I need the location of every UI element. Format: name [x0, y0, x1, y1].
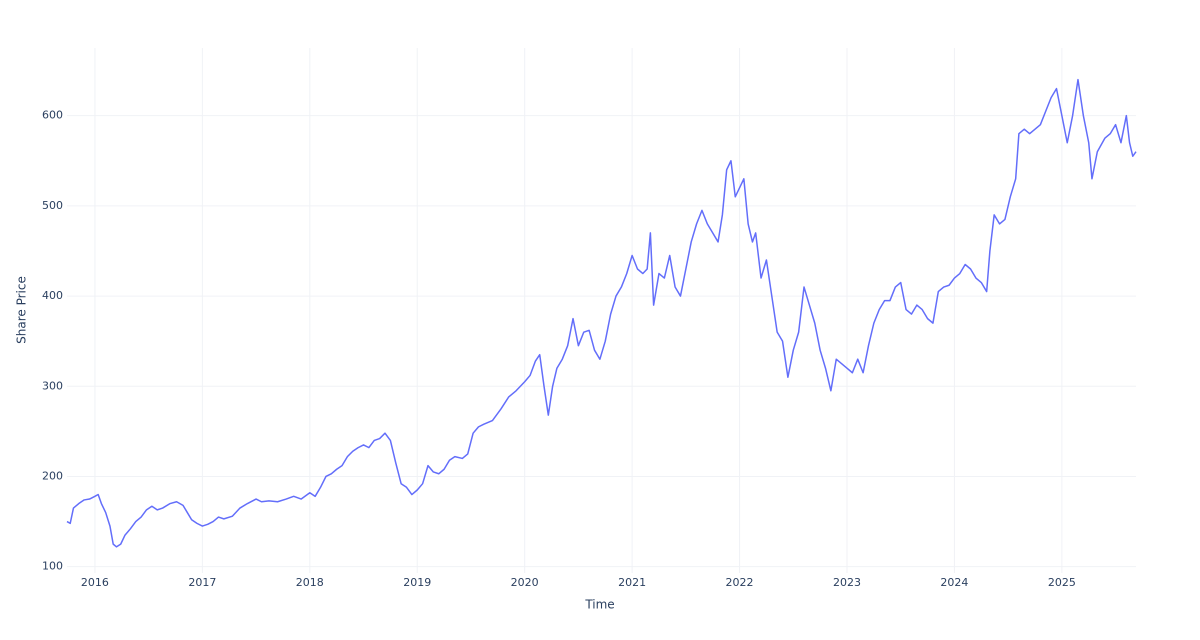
x-tick-label: 2021 — [618, 576, 646, 589]
y-tick-label: 600 — [42, 109, 63, 122]
x-tick-label: 2024 — [940, 576, 968, 589]
y-tick-label: 100 — [42, 560, 63, 573]
y-tick-label: 400 — [42, 289, 63, 302]
y-tick-label: 200 — [42, 469, 63, 482]
x-tick-label: 2023 — [833, 576, 861, 589]
y-tick-label: 500 — [42, 199, 63, 212]
price-line — [66, 78, 1137, 548]
x-axis-title: Time — [584, 598, 614, 612]
y-tick-label: 300 — [42, 379, 63, 392]
x-tick-label: 2022 — [726, 576, 754, 589]
x-tick-label: 2025 — [1048, 576, 1076, 589]
x-tick-label: 2019 — [403, 576, 431, 589]
x-tick-label: 2017 — [188, 576, 216, 589]
x-tick-label: 2016 — [81, 576, 109, 589]
x-tick-label: 2018 — [296, 576, 324, 589]
y-axis-title: Share Price — [15, 276, 29, 344]
x-tick-label: 2020 — [511, 576, 539, 589]
